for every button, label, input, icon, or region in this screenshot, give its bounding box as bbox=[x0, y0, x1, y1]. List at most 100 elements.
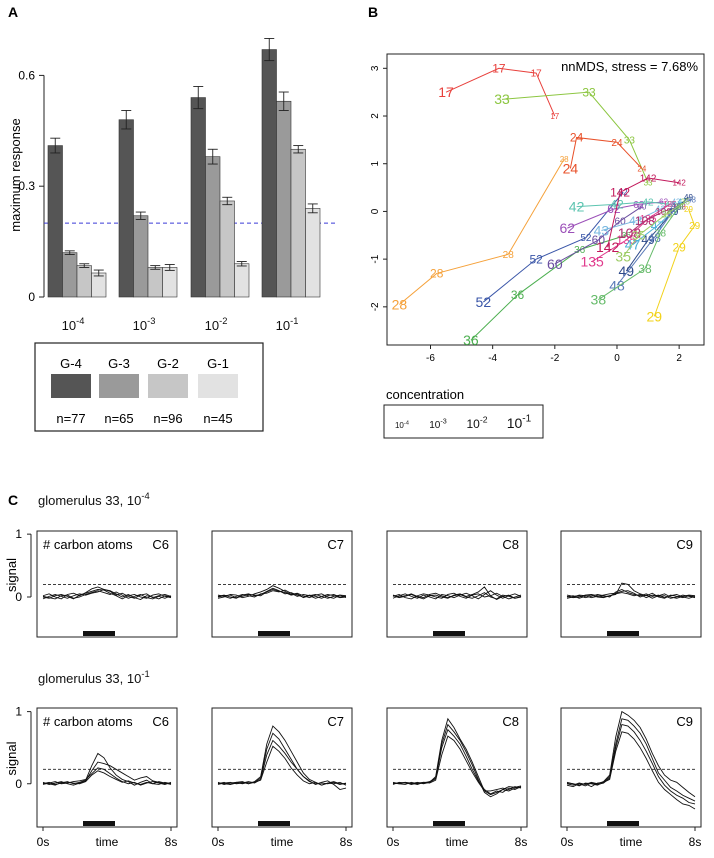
panel-a-ylabel: maximum response bbox=[8, 118, 23, 231]
legend-label: G-4 bbox=[60, 356, 82, 371]
panel-b-legend-title: concentration bbox=[386, 387, 464, 402]
legend-item-exp: -2 bbox=[480, 415, 488, 425]
point-label: 29 bbox=[646, 308, 662, 324]
y-tick-label: 1 bbox=[15, 705, 22, 719]
series-path bbox=[598, 206, 680, 301]
stimulus-bar bbox=[83, 821, 115, 826]
x-start-label: 0s bbox=[212, 835, 225, 849]
series-path bbox=[470, 234, 627, 341]
bar bbox=[190, 97, 206, 298]
y-tick-label: -1 bbox=[370, 254, 381, 263]
bar bbox=[205, 156, 221, 298]
series-path bbox=[501, 91, 649, 184]
point-label: 28 bbox=[503, 250, 515, 261]
point-label: 62 bbox=[559, 220, 575, 236]
y-tick-label: 1 bbox=[15, 527, 22, 541]
condition-label: C6 bbox=[152, 537, 169, 552]
trace-line bbox=[42, 767, 172, 786]
trace-line bbox=[217, 588, 347, 599]
condition-label: C9 bbox=[676, 537, 693, 552]
x-start-label: 0s bbox=[561, 835, 574, 849]
legend-item-exp: -4 bbox=[404, 420, 410, 426]
y-axis-label: signal bbox=[4, 741, 19, 775]
legend-item-exp: -1 bbox=[522, 414, 531, 425]
point-label: 17 bbox=[531, 69, 543, 80]
legend-swatch bbox=[99, 374, 139, 398]
point-label: 52 bbox=[529, 252, 543, 266]
series-path bbox=[607, 177, 680, 248]
panel-b-legend-box bbox=[383, 404, 544, 439]
bar bbox=[91, 272, 107, 298]
stimulus-bar bbox=[607, 631, 639, 636]
x-tick-label-base: 10 bbox=[133, 318, 147, 333]
panel-b-mds-plot: nnMDS, stress = 7.68% -6 -4 -2 0 2 -2 -1 0 1 2 3 1… bbox=[370, 53, 705, 439]
stimulus-bar bbox=[433, 631, 465, 636]
point-label: 38 bbox=[675, 202, 684, 211]
point-label: 17 bbox=[550, 112, 559, 121]
bar bbox=[305, 208, 321, 298]
x-tick-label: 10-4 bbox=[62, 316, 85, 333]
bar bbox=[276, 100, 292, 298]
bar bbox=[76, 265, 92, 298]
legend-label: G-1 bbox=[207, 356, 229, 371]
trace-line bbox=[42, 590, 172, 600]
trace-line bbox=[217, 732, 347, 791]
point-label: 36 bbox=[511, 288, 525, 302]
x-tick-label: 10-3 bbox=[133, 316, 156, 333]
legend-item-base: 10 bbox=[429, 420, 441, 431]
bar bbox=[47, 145, 63, 298]
legend-item-exp: -3 bbox=[440, 417, 446, 426]
point-label: 52 bbox=[619, 188, 628, 197]
x-tick-label-base: 10 bbox=[62, 318, 76, 333]
series-path bbox=[569, 136, 643, 169]
bar bbox=[261, 49, 277, 298]
point-label: 24 bbox=[570, 131, 584, 145]
bar bbox=[133, 215, 149, 298]
point-label: 60 bbox=[547, 256, 563, 272]
point-label: 47 bbox=[667, 207, 679, 218]
bar bbox=[118, 119, 134, 298]
legend-swatch bbox=[51, 374, 91, 398]
row-title: glomerulus 33, 10-1 bbox=[38, 669, 150, 686]
series-path bbox=[554, 206, 643, 265]
x-end-label: 8s bbox=[515, 835, 528, 849]
legend-label: G-2 bbox=[157, 356, 179, 371]
bar bbox=[62, 252, 78, 298]
carbon-annotation: # carbon atoms bbox=[43, 714, 133, 729]
panel-b-axes: -6 -4 -2 0 2 -2 -1 0 1 2 3 bbox=[370, 65, 682, 364]
point-label: 24 bbox=[563, 160, 579, 176]
legend-n: n=77 bbox=[56, 411, 85, 426]
trace-frame bbox=[36, 530, 178, 638]
series-path bbox=[445, 67, 556, 117]
series-path bbox=[399, 158, 565, 305]
legend-item: 10-1 bbox=[507, 414, 532, 431]
point-label: 135 bbox=[663, 200, 677, 209]
trace-line bbox=[42, 588, 172, 601]
trace-frame bbox=[386, 530, 528, 638]
x-tick-label-exp: -4 bbox=[76, 316, 84, 326]
trace-frame bbox=[560, 707, 702, 828]
point-label: 108 bbox=[618, 225, 642, 241]
point-label: 142 bbox=[596, 239, 620, 255]
row-title-exp: -4 bbox=[141, 491, 149, 501]
legend-item-base: 10 bbox=[466, 417, 480, 431]
legend-n: n=65 bbox=[104, 411, 133, 426]
point-label: 108 bbox=[635, 214, 655, 228]
trace-panel: C6 # carbon atoms bbox=[36, 530, 178, 638]
y-tick-label: 0.3 bbox=[18, 179, 35, 193]
x-axis-label: time bbox=[96, 835, 119, 849]
point-label: 33 bbox=[494, 91, 510, 107]
y-tick-label: -2 bbox=[370, 302, 381, 311]
trace-panel: C8 0s 8s time bbox=[386, 707, 528, 849]
trace-line bbox=[217, 589, 347, 599]
series-path bbox=[591, 203, 671, 262]
trace-frame bbox=[36, 707, 178, 828]
point-label: 48 bbox=[687, 195, 696, 204]
point-label: 29 bbox=[689, 221, 701, 232]
condition-label: C6 bbox=[152, 714, 169, 729]
trace-line bbox=[217, 725, 346, 786]
legend-swatch bbox=[148, 374, 188, 398]
stimulus-bar bbox=[433, 821, 465, 826]
